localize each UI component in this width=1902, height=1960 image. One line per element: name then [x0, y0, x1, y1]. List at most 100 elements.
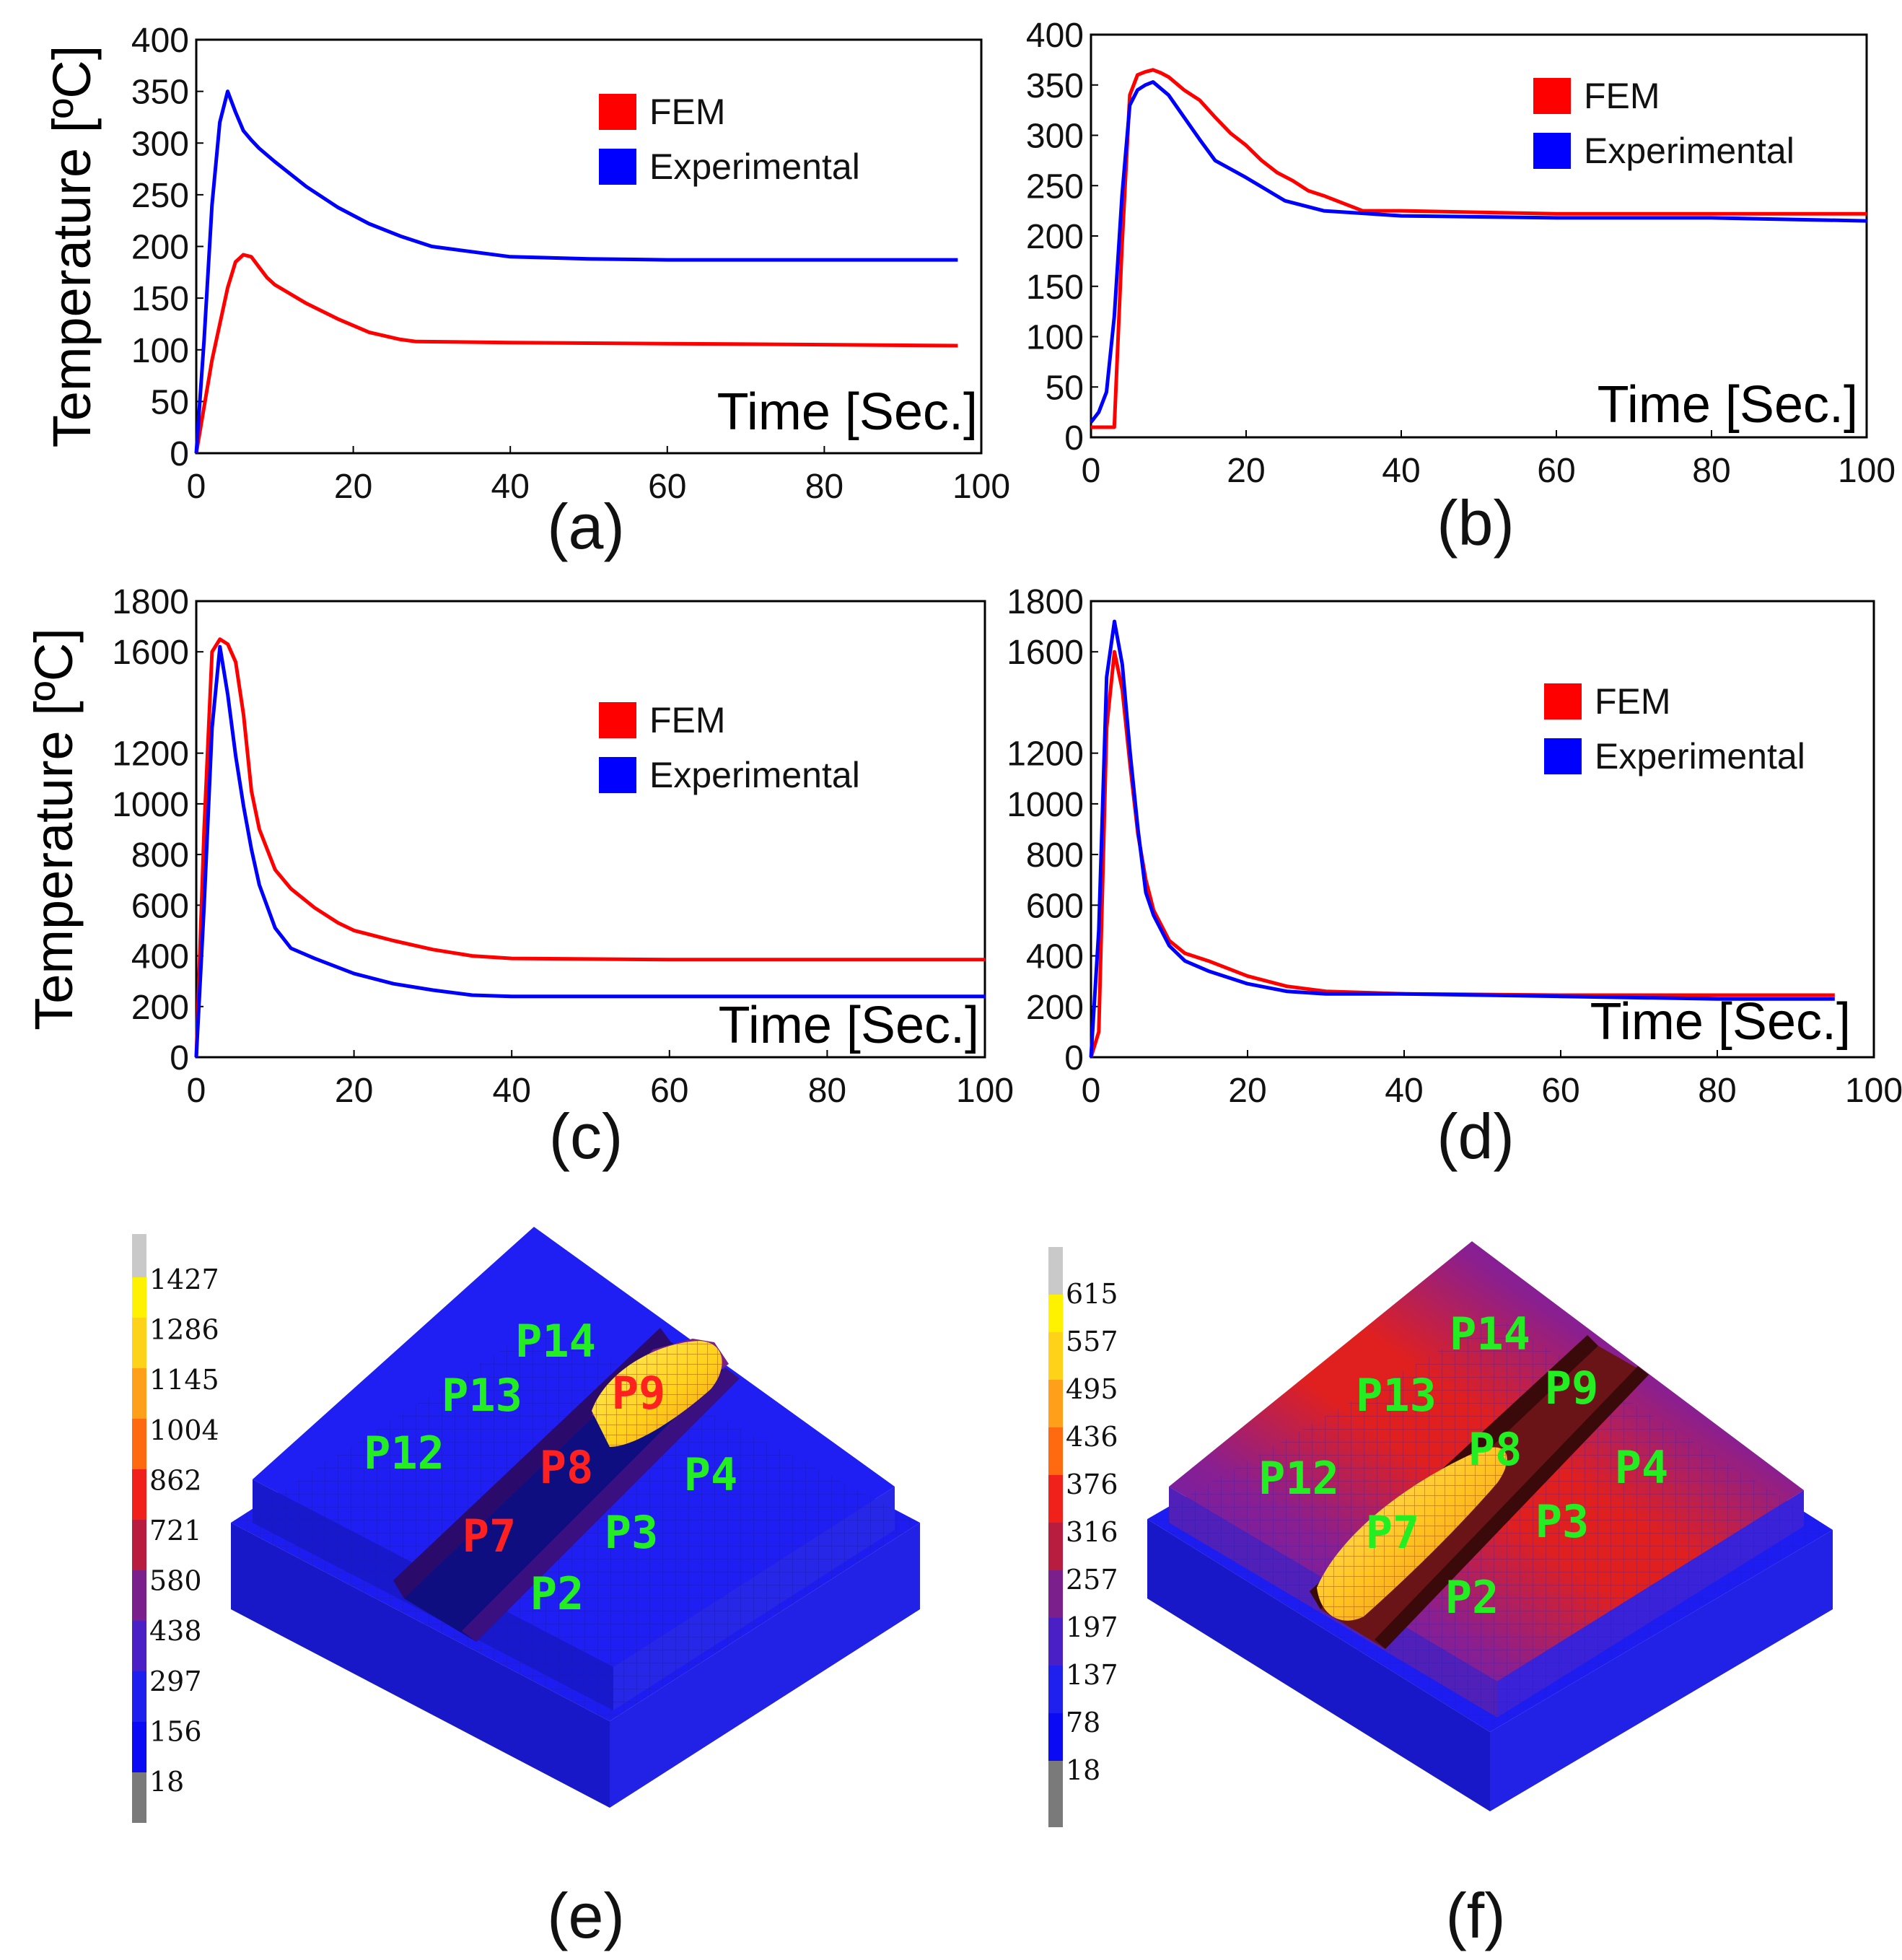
colorbar-label: 721: [149, 1515, 202, 1546]
base-right-e: [610, 1523, 920, 1808]
y-axis-title: Temperature [ºC]: [24, 628, 84, 1031]
y-tick-label: 600: [1026, 887, 1084, 925]
chart-3: 0 200 400 600 800 1000 1200 1600 1800 0 20 40 60 80 10…: [24, 583, 1014, 1172]
legend-label-experimental: Experimental: [1595, 736, 1805, 776]
weld-plate-f: [1147, 1241, 1833, 1811]
y-tick-label: 300: [1026, 118, 1084, 156]
colorbar-label: 1286: [149, 1314, 219, 1346]
base-left-e: [231, 1523, 610, 1808]
x-tick-label: 100: [1838, 452, 1896, 490]
colorbar-e-swatch: [132, 1621, 146, 1671]
colorbar-label: 257: [1066, 1564, 1118, 1596]
colorbar-label: 376: [1066, 1469, 1118, 1500]
colorbar-f-swatch: [1048, 1570, 1063, 1618]
y-tick-label: 1800: [1007, 583, 1084, 621]
x-tick-label: 60: [1541, 1072, 1579, 1110]
y-tick-label: 400: [1026, 17, 1084, 55]
colorbar-f-swatch: [1048, 1666, 1063, 1713]
melt-pool-mesh-e: [592, 1341, 722, 1447]
x-tick-label: 60: [650, 1072, 688, 1110]
chart-4: 0 200 400 600 800 1000 1200 1600 1800 0 20 40 60 80 10…: [1007, 583, 1902, 1172]
y-tick-label: 800: [1026, 836, 1084, 875]
colorbar-f-swatch: [1048, 1332, 1063, 1380]
x-tick-label: 20: [1228, 1072, 1266, 1110]
point-label-p3: P3: [1535, 1495, 1590, 1548]
panel-letter-f: (f): [1445, 1880, 1505, 1951]
colorbar-label: 18: [1066, 1754, 1100, 1786]
colorbar-f-swatch: [1048, 1380, 1063, 1427]
y-tick-label: 50: [151, 383, 189, 421]
colorbar-label: 615: [1066, 1278, 1118, 1310]
colorbar-e-swatch: [132, 1368, 146, 1419]
colorbar-label: 1145: [149, 1364, 219, 1396]
colorbar-e-swatch: [132, 1469, 146, 1520]
x-tick-label: 100: [956, 1072, 1014, 1110]
colorbar-f-swatch: [1048, 1618, 1063, 1666]
legend-swatch-experimental: [1533, 133, 1571, 169]
colorbar-label: 436: [1066, 1421, 1118, 1453]
base-left-f: [1147, 1519, 1490, 1811]
point-label-p2: P2: [1445, 1571, 1499, 1624]
x-tick-label: 80: [808, 1072, 846, 1110]
colorbar-e-swatch: [132, 1570, 146, 1621]
panel-letter: (c): [549, 1101, 623, 1172]
colorbar-f-swatch: [1048, 1475, 1063, 1523]
y-tick-label: 1200: [1007, 735, 1084, 774]
panel-letter: (d): [1437, 1101, 1515, 1172]
colorbar-e: 1427 1286 1145 1004 862 721 580 438 297 156 18: [132, 1234, 219, 1823]
y-tick-label: 1800: [112, 583, 189, 621]
legend-label-fem: FEM: [649, 92, 726, 132]
x-tick-label: 100: [1845, 1072, 1902, 1110]
point-label-p9: P9: [612, 1367, 666, 1419]
y-tick-label: 1000: [112, 786, 189, 824]
y-tick-label: 800: [131, 836, 189, 875]
legend-label-experimental: Experimental: [649, 146, 860, 187]
x-axis-title: Time [Sec.]: [719, 997, 979, 1054]
colorbar-f-swatch: [1048, 1295, 1063, 1332]
y-tick-label: 0: [1064, 419, 1084, 458]
y-tick-label: 0: [1064, 1039, 1084, 1077]
y-tick-label: 0: [170, 435, 189, 473]
y-tick-label: 50: [1046, 369, 1084, 407]
x-tick-label: 80: [1692, 452, 1730, 490]
y-tick-label: 1200: [112, 735, 189, 774]
legend-swatch-fem: [599, 702, 636, 738]
point-label-p4: P4: [684, 1448, 738, 1501]
x-axis-title: Time [Sec.]: [717, 383, 978, 441]
x-tick-label: 20: [1227, 452, 1265, 490]
series-line-fem: [194, 637, 985, 1058]
series-line-experimental: [1089, 619, 1835, 1058]
legend-swatch-experimental: [1544, 738, 1582, 774]
colorbar-e-swatch: [132, 1671, 146, 1722]
x-tick-label: 60: [1537, 452, 1575, 490]
panel-e: 1427 1286 1145 1004 862 721 580 438 297 156 18 P14…: [132, 1227, 920, 1951]
colorbar-f-under: [1048, 1761, 1063, 1827]
x-tick-label: 40: [493, 1072, 531, 1110]
y-tick-label: 200: [1026, 218, 1084, 256]
point-label-p7: P7: [1366, 1506, 1420, 1559]
colorbar-label: 580: [149, 1565, 202, 1597]
legend-label-experimental: Experimental: [649, 755, 860, 795]
series-line-experimental: [194, 89, 958, 454]
x-tick-label: 40: [1385, 1072, 1423, 1110]
series-line-fem: [194, 253, 958, 454]
legend-swatch-fem: [1544, 683, 1582, 719]
colorbar-label: 197: [1066, 1611, 1118, 1643]
point-label-p14: P14: [1450, 1308, 1530, 1360]
legend-label-fem: FEM: [1595, 681, 1671, 722]
melt-pool-mesh-f: [1317, 1447, 1507, 1621]
colorbar-label: 1004: [149, 1414, 219, 1446]
plot-frame: [195, 600, 986, 1059]
colorbar-e-swatch: [132, 1520, 146, 1570]
colorbar-label: 495: [1066, 1373, 1118, 1405]
y-tick-label: 1000: [1007, 786, 1084, 824]
colorbar-e-over: [132, 1234, 146, 1277]
point-label-p14: P14: [515, 1315, 596, 1368]
colorbar-label: 297: [149, 1666, 202, 1697]
colorbar-label: 18: [149, 1766, 184, 1798]
point-label-p12: P12: [1258, 1452, 1339, 1505]
y-tick-label: 600: [131, 887, 189, 925]
series-line-experimental: [1090, 80, 1867, 424]
